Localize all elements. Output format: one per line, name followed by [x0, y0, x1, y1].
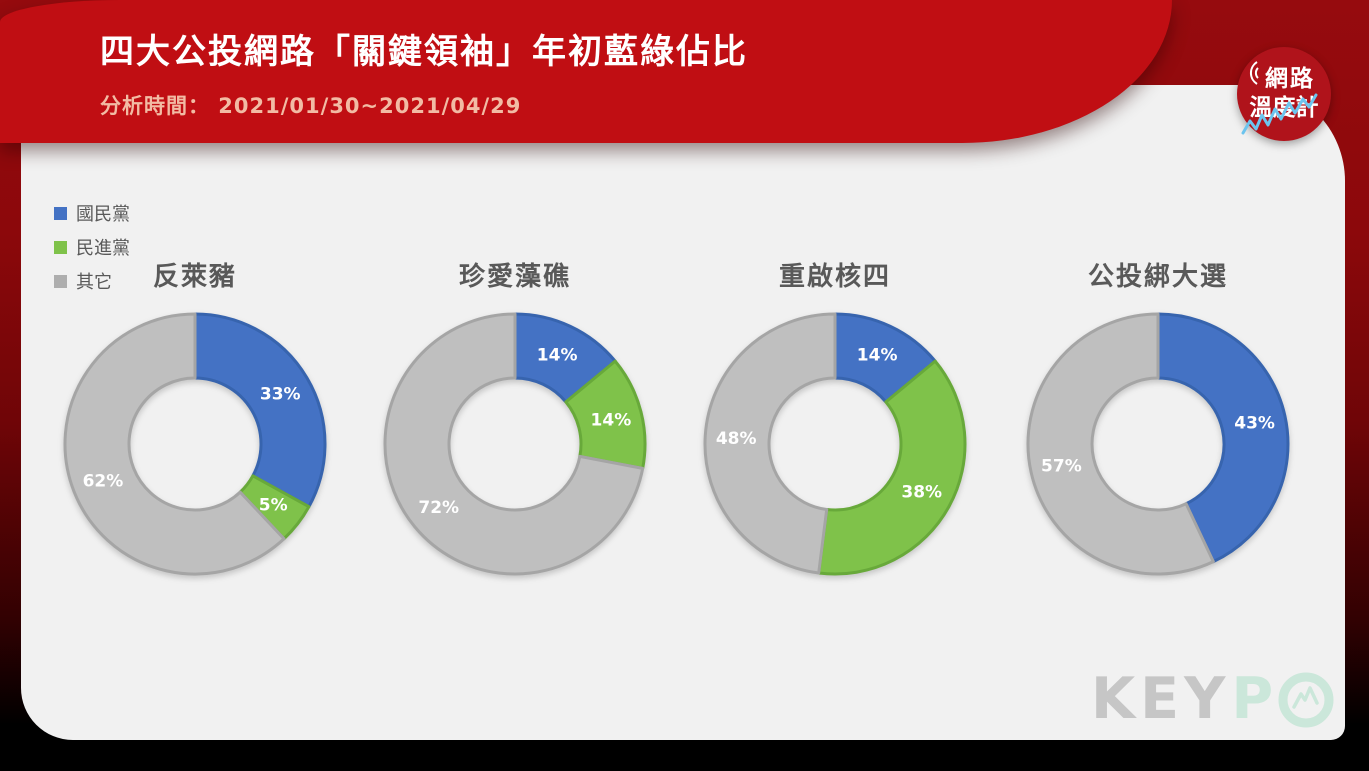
slice-label: 14%: [591, 410, 632, 430]
keypo-watermark: KEY P: [1091, 666, 1336, 732]
donut-slice-s2: [63, 312, 286, 576]
chart-title: 珍愛藻礁: [458, 262, 571, 292]
donut-chart: 14% 14% 72%: [383, 312, 647, 576]
slice-label: 14%: [857, 345, 898, 365]
donut-slice-s0: [1156, 312, 1290, 564]
page-title: 四大公投網路「關鍵領袖」年初藍綠佔比: [100, 32, 748, 72]
chart-title: 重啟核四: [778, 262, 891, 292]
chart-legend: 國民黨 民進黨 其它: [54, 196, 130, 298]
legend-label: 其它: [76, 272, 112, 293]
signal-arcs-icon: [1250, 61, 1259, 85]
chart-block: 重啟核四 14% 38% 48%: [700, 257, 970, 583]
legend-swatch-icon: [54, 240, 67, 254]
trend-line-icon: [1241, 93, 1318, 135]
donut-slice-s2: [703, 312, 837, 575]
keypo-text-p: P: [1231, 666, 1274, 732]
donut-slice-s1: [817, 359, 967, 576]
header-band: 四大公投網路「關鍵領袖」年初藍綠佔比 分析時間： 2021/01/30~2021…: [0, 0, 1172, 143]
slice-label: 62%: [83, 471, 124, 491]
donut-chart: 33% 5% 62%: [63, 312, 327, 576]
legend-swatch-icon: [54, 274, 67, 288]
legend-label: 國民黨: [76, 204, 130, 225]
content-card: 國民黨民進黨其它 反萊豬 33% 5% 62% 珍愛藻礁 14% 14% 72% 重啟核四 14%…: [21, 85, 1345, 740]
donut-slice-s2: [383, 312, 645, 576]
donut-slice-s0: [193, 312, 327, 509]
slice-label: 43%: [1234, 413, 1275, 433]
badge-text-line1: 網路: [1265, 66, 1315, 92]
slice-label: 33%: [260, 385, 301, 405]
legend-item: 其它: [54, 264, 130, 298]
chart-block: 反萊豬 33% 5% 62%: [60, 257, 330, 583]
chart-title: 公投綁大選: [1087, 262, 1228, 292]
legend-label: 民進黨: [76, 238, 130, 259]
chart-block: 公投綁大選 43% 57%: [1023, 257, 1293, 583]
chart-block: 珍愛藻礁 14% 14% 72%: [380, 257, 650, 583]
keypo-text-key: KEY: [1091, 666, 1231, 732]
donut-chart: 14% 38% 48%: [703, 312, 967, 576]
analysis-period: 分析時間： 2021/01/30~2021/04/29: [100, 94, 522, 118]
legend-item: 國民黨: [54, 196, 130, 230]
legend-swatch-icon: [54, 206, 67, 220]
slice-label: 5%: [259, 496, 288, 516]
donut-chart: 43% 57%: [1026, 312, 1290, 576]
donut-slice-s2: [1026, 312, 1215, 576]
slice-label: 14%: [537, 345, 578, 365]
slice-label: 57%: [1041, 457, 1082, 477]
keypo-o-trend-icon: [1278, 672, 1334, 728]
slice-label: 38%: [901, 483, 942, 503]
brand-badge: 網路 溫度計: [1237, 47, 1331, 141]
legend-item: 民進黨: [54, 230, 130, 264]
slice-label: 72%: [418, 498, 459, 518]
slice-label: 48%: [716, 429, 757, 449]
chart-title: 反萊豬: [152, 262, 237, 292]
